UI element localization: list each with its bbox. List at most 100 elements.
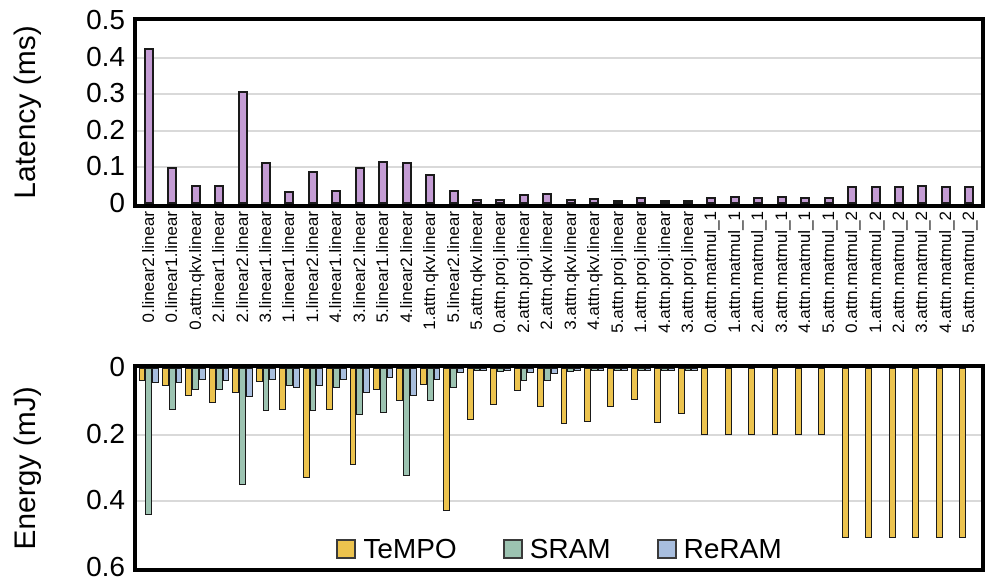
x-category-label: 2.linear2.linear (232, 211, 252, 323)
energy-bar-reram (456, 368, 464, 373)
energy-bar-sram (684, 368, 692, 372)
y-tick-label: 0.4 (86, 484, 125, 516)
legend-label-tempo: TeMPO (363, 533, 457, 564)
latency-bar (354, 166, 365, 204)
energy-bar-tempo (302, 368, 310, 478)
energy-bar-reram (152, 368, 159, 383)
gridline (137, 93, 981, 96)
energy-bar-sram (590, 368, 598, 371)
x-category-label: 3.linear2.linear (349, 211, 369, 323)
energy-bar-tempo (185, 368, 193, 397)
energy-plot-area (133, 364, 985, 572)
y-tick-label: 0.1 (86, 150, 125, 182)
x-category-label: 1.linear1.linear (279, 211, 299, 323)
gridline (137, 500, 981, 503)
energy-bar-tempo (279, 368, 287, 410)
y-tick-label: 0.2 (86, 113, 125, 145)
energy-bar-tempo (654, 368, 662, 423)
latency-bar (940, 185, 951, 204)
energy-bar-tempo (513, 368, 521, 392)
energy-bar-tempo (537, 368, 544, 408)
energy-bar-sram (497, 368, 504, 372)
latency-bar (800, 196, 811, 204)
energy-bar-sram (426, 368, 434, 402)
x-category-label: 3.attn.matmul_2 (912, 211, 932, 333)
x-category-label: 3.attn.qkv.linear (560, 211, 580, 330)
x-category-label: 2.attn.matmul_2 (888, 211, 908, 333)
energy-bar-tempo (255, 368, 263, 382)
latency-bar (190, 184, 201, 204)
legend-item-sram: SRAM (502, 533, 611, 564)
latency-bar (471, 198, 482, 204)
energy-bar-tempo (490, 368, 498, 405)
energy-bar-tempo (771, 368, 779, 435)
energy-bar-tempo (443, 368, 451, 512)
energy-bar-sram (379, 368, 387, 413)
energy-bar-sram (286, 368, 293, 387)
energy-bar-sram (332, 368, 340, 388)
latency-bar (753, 196, 764, 204)
x-category-label: 3.attn.matmul_1 (771, 211, 791, 333)
energy-bar-tempo (677, 368, 685, 414)
latency-bar (237, 90, 248, 204)
energy-bar-tempo (208, 368, 216, 403)
energy-bar-sram (614, 368, 622, 371)
legend-swatch-sram (502, 539, 523, 559)
x-category-label: 5.attn.proj.linear (607, 211, 627, 333)
x-category-label: 2.attn.proj.linear (513, 211, 533, 333)
x-category-label: 3.attn.proj.linear (677, 211, 697, 333)
energy-bar-reram (621, 368, 628, 371)
gridline (137, 433, 981, 436)
energy-bar-sram (403, 368, 411, 477)
latency-bar (214, 184, 225, 204)
x-category-label: 5.linear2.linear (443, 211, 463, 323)
latency-bar (260, 161, 271, 204)
x-category-label: 4.linear1.linear (326, 211, 346, 323)
x-category-label: 4.attn.matmul_1 (795, 211, 815, 333)
legend-label-sram: SRAM (529, 533, 611, 564)
energy-bar-reram (292, 368, 300, 388)
y-tick-label: 0 (109, 350, 125, 382)
energy-bar-tempo (912, 368, 920, 538)
energy-bar-reram (527, 368, 535, 373)
energy-bar-tempo (935, 368, 943, 538)
latency-bar (307, 171, 318, 204)
energy-bar-sram (262, 368, 270, 412)
x-category-label: 0.attn.proj.linear (490, 211, 510, 333)
latency-bar (401, 161, 412, 204)
energy-bar-tempo (419, 368, 427, 385)
energy-bar-tempo (748, 368, 755, 435)
latency-bar (448, 190, 459, 204)
energy-bar-tempo (162, 368, 169, 387)
legend-swatch-reram (656, 539, 677, 559)
latency-bar (612, 200, 623, 204)
x-category-label: 4.attn.qkv.linear (584, 211, 604, 330)
energy-bar-reram (269, 368, 277, 380)
energy-bar-tempo (560, 368, 568, 424)
latency-axis-title: Latency (ms) (9, 25, 42, 199)
latency-bar (659, 200, 670, 204)
energy-bar-sram (637, 368, 645, 372)
energy-bar-reram (245, 368, 253, 398)
energy-bar-tempo (607, 368, 615, 408)
energy-bar-sram (543, 368, 551, 381)
latency-bar (565, 199, 576, 204)
energy-bar-reram (386, 368, 394, 378)
energy-bar-reram (433, 368, 441, 380)
y-tick-label: 0 (109, 186, 125, 218)
legend: TeMPO SRAM ReRAM (137, 531, 981, 567)
x-category-label: 4.linear2.linear (396, 211, 416, 323)
latency-bar (284, 190, 295, 204)
energy-bar-tempo (724, 368, 732, 435)
energy-bar-reram (550, 368, 558, 374)
x-category-label: 4.attn.matmul_2 (935, 211, 955, 333)
latency-bar (378, 161, 389, 204)
energy-bar-sram (567, 368, 575, 373)
y-tick-label: 0.6 (86, 550, 125, 582)
latency-bar (729, 196, 740, 204)
latency-bar (682, 199, 693, 204)
energy-bar-sram (215, 368, 223, 390)
energy-bar-reram (597, 368, 605, 371)
energy-bar-reram (222, 368, 230, 381)
energy-bar-tempo (959, 368, 966, 538)
